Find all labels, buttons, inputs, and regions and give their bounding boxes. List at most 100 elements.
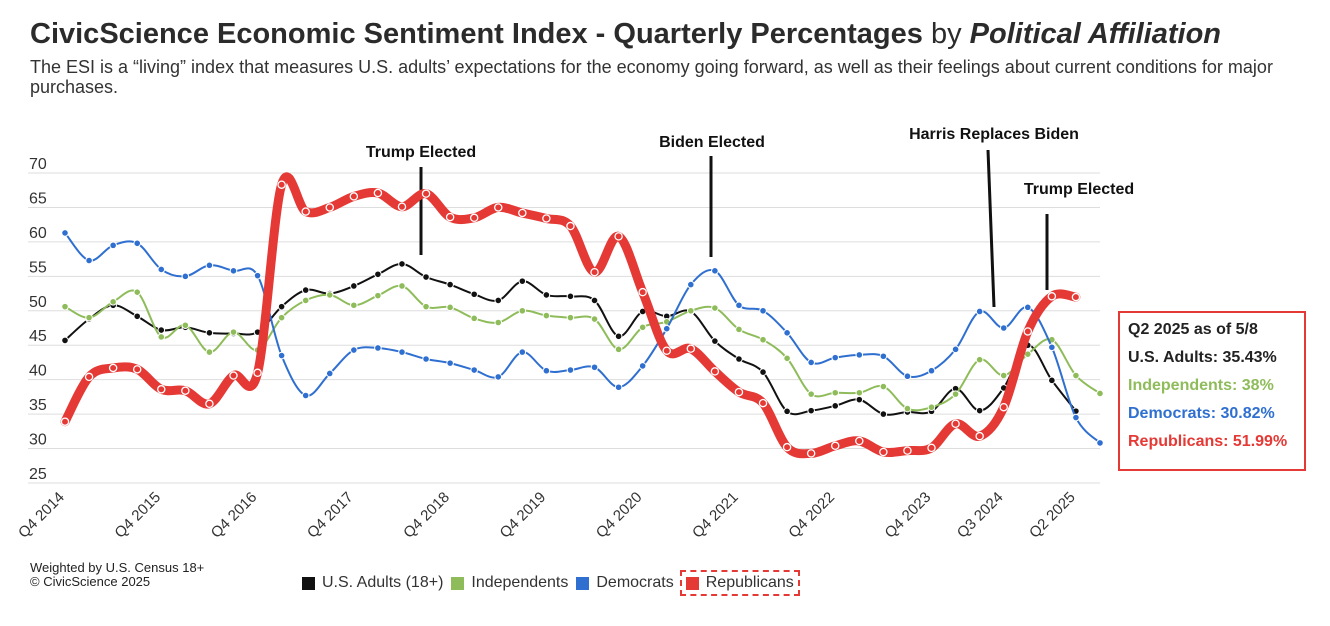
annotation-line-2 <box>986 149 996 308</box>
point-democrats-23 <box>614 383 623 392</box>
point-republicans-29 <box>758 398 768 408</box>
point-independents-23 <box>614 345 623 354</box>
point-adults-3 <box>133 312 142 321</box>
point-democrats-3 <box>133 239 142 248</box>
annotation-label-1: Biden Elected <box>659 134 765 151</box>
point-adults-32 <box>831 402 840 410</box>
point-independents-15 <box>422 302 430 311</box>
point-republicans-36 <box>927 443 936 453</box>
point-democrats-13 <box>374 344 382 352</box>
point-democrats-15 <box>422 355 430 363</box>
point-democrats-8 <box>253 271 262 280</box>
y-tick-label-45: 45 <box>29 328 47 345</box>
point-republicans-33 <box>855 436 864 446</box>
y-tick-label-70: 70 <box>29 156 47 173</box>
point-republicans-42 <box>1071 292 1081 302</box>
point-republicans-17 <box>469 213 479 223</box>
point-adults-4 <box>157 326 166 334</box>
point-republicans-26 <box>686 344 696 353</box>
point-adults-28 <box>735 355 743 363</box>
point-adults-21 <box>566 292 575 301</box>
point-democrats-4 <box>157 265 166 274</box>
point-independents-6 <box>205 348 214 356</box>
legend: U.S. Adults (18+) Independents Democrats… <box>302 570 808 596</box>
point-independents-21 <box>566 313 575 322</box>
point-republicans-7 <box>229 371 238 380</box>
point-independents-4 <box>157 333 166 341</box>
x-tick-label-3: Q4 2017 <box>304 489 357 542</box>
legend-label-independents: Independents <box>471 574 569 591</box>
point-republicans-38 <box>975 431 984 441</box>
point-adults-27 <box>711 337 719 345</box>
point-republicans-21 <box>566 221 575 231</box>
legend-swatch-republicans <box>685 576 699 590</box>
legend-swatch-adults <box>302 576 315 590</box>
point-adults-10 <box>301 286 310 294</box>
point-republicans-9 <box>277 180 286 189</box>
point-democrats-31 <box>807 358 815 367</box>
x-tick-label-7: Q4 2021 <box>689 489 742 542</box>
point-democrats-34 <box>879 352 888 361</box>
point-republicans-6 <box>205 399 214 409</box>
point-republicans-22 <box>590 267 599 277</box>
point-independents-29 <box>759 335 767 344</box>
point-republicans-37 <box>951 419 960 429</box>
point-democrats-5 <box>181 272 190 281</box>
point-independents-18 <box>494 318 503 327</box>
callout-heading: Q2 2025 as of 5/8 <box>1128 321 1258 338</box>
point-republicans-11 <box>325 203 335 212</box>
y-tick-label-55: 55 <box>29 259 47 276</box>
x-tick-label-5: Q4 2019 <box>497 489 550 542</box>
point-independents-20 <box>542 311 551 320</box>
point-democrats-27 <box>711 267 719 275</box>
point-independents-17 <box>470 314 478 323</box>
series-line-democrats <box>64 231 1101 444</box>
legend-item-democrats: Democrats <box>576 574 674 592</box>
point-republicans-27 <box>710 367 720 376</box>
point-independents-7 <box>229 328 238 336</box>
point-independents-5 <box>181 321 190 330</box>
point-republicans-23 <box>614 232 623 241</box>
point-independents-24 <box>638 323 647 332</box>
point-adults-31 <box>807 406 815 415</box>
point-democrats-1 <box>85 256 93 265</box>
callout-democrats: Democrats: 30.82% <box>1128 405 1275 422</box>
y-tick-label-40: 40 <box>29 363 47 380</box>
footnote-copyright: © CivicScience 2025 <box>30 574 151 589</box>
point-democrats-14 <box>398 348 406 356</box>
point-democrats-29 <box>759 306 767 315</box>
chart-title-by: by <box>930 18 962 50</box>
point-republicans-5 <box>181 386 190 395</box>
point-adults-33 <box>855 395 864 404</box>
point-democrats-16 <box>446 359 454 367</box>
point-democrats-11 <box>325 369 334 378</box>
point-democrats-25 <box>662 324 671 333</box>
point-independents-39 <box>999 371 1008 380</box>
point-adults-14 <box>398 260 406 268</box>
point-democrats-30 <box>783 329 791 337</box>
chart-title-affiliation: Political Affiliation <box>969 18 1222 50</box>
y-tick-label-50: 50 <box>29 294 47 311</box>
point-independents-43 <box>1096 389 1104 398</box>
point-independents-42 <box>1072 371 1080 380</box>
point-democrats-0 <box>61 229 69 237</box>
y-tick-label-65: 65 <box>29 190 47 207</box>
point-democrats-10 <box>301 391 310 400</box>
point-adults-6 <box>205 329 214 337</box>
point-independents-11 <box>325 291 334 299</box>
legend-swatch-independents <box>451 576 465 590</box>
legend-item-adults: U.S. Adults (18+) <box>302 574 443 592</box>
point-republicans-13 <box>373 188 383 198</box>
point-independents-3 <box>133 288 142 296</box>
point-independents-16 <box>446 303 454 312</box>
point-independents-22 <box>590 315 599 323</box>
point-independents-9 <box>277 313 286 322</box>
point-republicans-18 <box>494 203 503 212</box>
x-tick-label-1: Q4 2015 <box>111 489 164 542</box>
y-tick-label-25: 25 <box>29 466 47 483</box>
point-democrats-33 <box>855 351 864 359</box>
chart-title-main: CivicScience Economic Sentiment Index - … <box>30 18 923 50</box>
point-democrats-35 <box>903 372 912 381</box>
chart-subtitle: The ESI is a “living” index that measure… <box>30 57 1273 97</box>
point-adults-0 <box>61 336 69 345</box>
